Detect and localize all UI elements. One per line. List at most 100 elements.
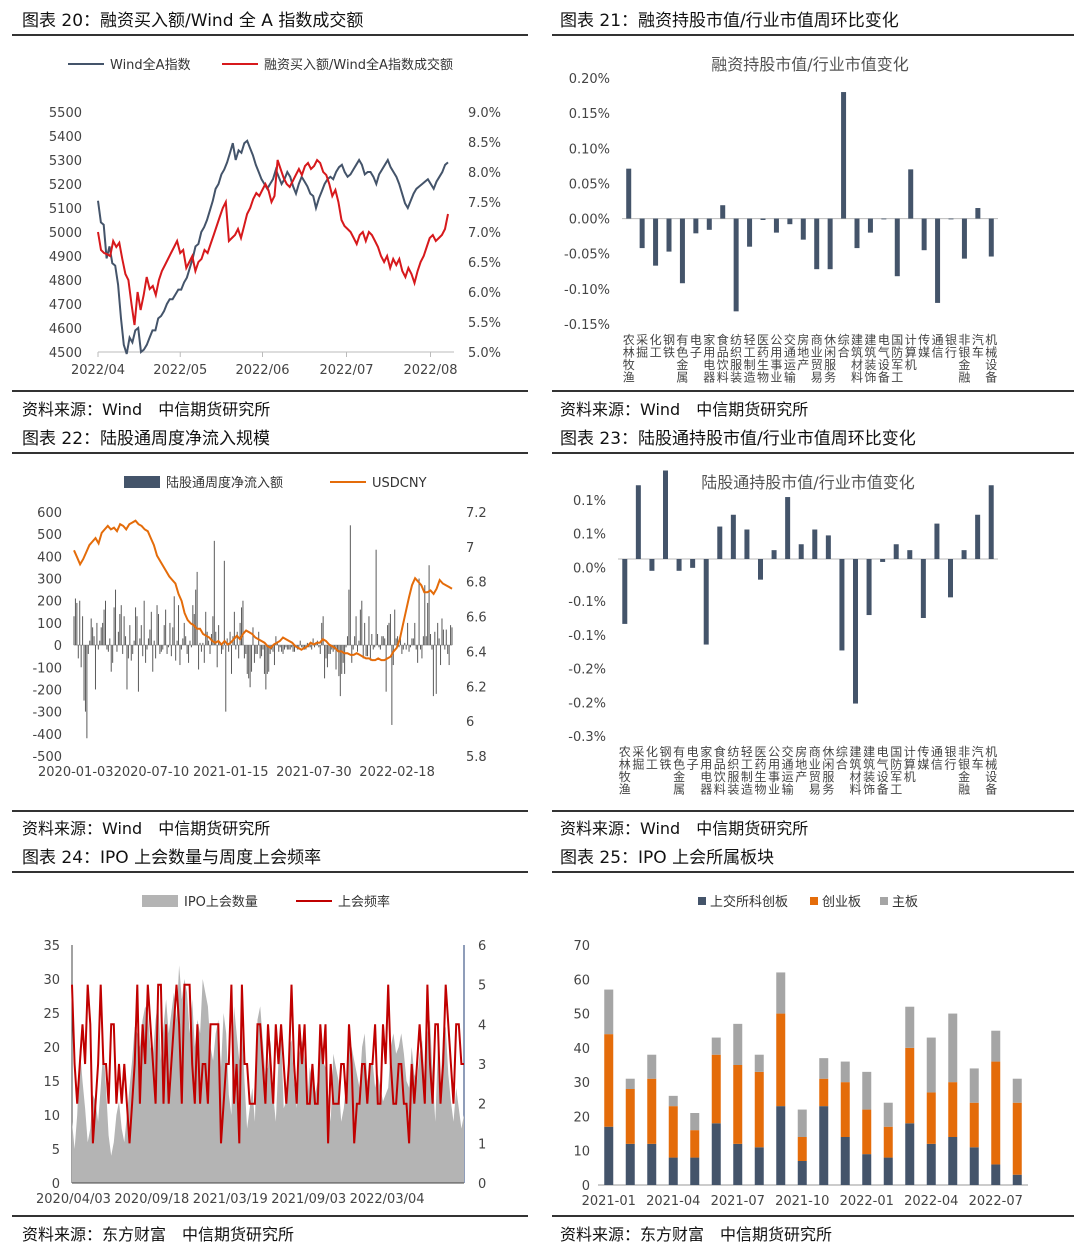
fig25-bar-segment-0 bbox=[1012, 1174, 1022, 1185]
fig21-category-label: 食 bbox=[717, 332, 729, 347]
fig25-legend-1-label: 创业板 bbox=[822, 895, 861, 910]
fig21-category-label: 设 bbox=[878, 358, 890, 372]
fig22-legend-usdcny-label: USDCNY bbox=[372, 476, 427, 491]
fig23-bar bbox=[798, 544, 804, 559]
fig23-category-label: 算 bbox=[904, 757, 916, 772]
fig21-category-label: 电 bbox=[703, 358, 715, 372]
fig21-chart-title: 融资持股市值/行业市值变化 bbox=[711, 55, 908, 74]
fig23-category-label: 休 bbox=[822, 745, 834, 759]
fig21-category-label: 备 bbox=[985, 371, 997, 385]
fig23-category-label: 贸 bbox=[809, 770, 821, 784]
fig21-category-label: 计 bbox=[905, 333, 917, 347]
fig25-bar-segment-2 bbox=[862, 1071, 872, 1110]
fig25-bar-segment-1 bbox=[711, 1054, 721, 1124]
fig21-category-label: 交 bbox=[784, 332, 796, 347]
fig23-category-label: 工 bbox=[741, 758, 753, 772]
fig24-legend-count-label: IPO上会数量 bbox=[184, 895, 258, 910]
fig23-category-label: 防 bbox=[890, 757, 902, 772]
fig21-bar bbox=[935, 218, 941, 303]
fig23-category-label: 运 bbox=[782, 770, 794, 784]
fig20-top-rule bbox=[12, 34, 528, 36]
fig20-y-right-tick: 6.0% bbox=[468, 286, 501, 301]
fig21-category-label: 商 bbox=[811, 332, 823, 347]
fig24-y-right-tick: 0 bbox=[478, 1177, 486, 1192]
fig25-bar-segment-0 bbox=[797, 1161, 807, 1185]
fig21-category-label: 材 bbox=[851, 358, 863, 372]
fig21-bar bbox=[747, 218, 753, 247]
fig23-category-label: 气 bbox=[877, 757, 889, 772]
fig25-y-tick: 50 bbox=[573, 1008, 590, 1023]
fig25-y-tick: 10 bbox=[573, 1145, 590, 1160]
fig22-y-right-tick: 5.8 bbox=[466, 750, 487, 765]
fig23-category-label: 地 bbox=[795, 758, 807, 772]
fig23-bar bbox=[988, 485, 994, 559]
fig23-category-label: 有 bbox=[673, 745, 685, 759]
fig21-bar bbox=[948, 218, 954, 220]
fig20-y-left-tick: 5500 bbox=[49, 106, 82, 121]
fig21-y-tick: 0.15% bbox=[569, 107, 610, 122]
fig21-bar bbox=[814, 218, 820, 270]
fig23-category-label: 饮 bbox=[714, 770, 726, 784]
fig24-y-right-tick: 4 bbox=[478, 1018, 486, 1033]
fig23-category-label: 医 bbox=[754, 745, 766, 759]
fig22-y-left-tick: -400 bbox=[32, 728, 62, 743]
fig23-y-tick: 0.0% bbox=[573, 561, 606, 576]
fig25-bar-segment-2 bbox=[969, 1068, 979, 1103]
fig21-y-tick: 0.20% bbox=[569, 72, 610, 87]
fig23-category-label: 产 bbox=[795, 770, 807, 784]
fig23-bar bbox=[663, 470, 668, 559]
fig23-category-label: 用 bbox=[700, 758, 712, 772]
fig25-bar-segment-0 bbox=[926, 1143, 936, 1185]
fig25-bar-segment-1 bbox=[819, 1078, 829, 1107]
fig25-bar-segment-1 bbox=[840, 1082, 850, 1137]
fig21-y-tick: 0.10% bbox=[569, 142, 610, 157]
fig21-category-label: 服 bbox=[824, 358, 836, 372]
fig21-category-label: 料 bbox=[717, 371, 729, 385]
fig25-bottom-rule bbox=[552, 1215, 1074, 1217]
fig23-category-label: 器 bbox=[700, 783, 712, 797]
fig21-category-label: 房 bbox=[797, 332, 809, 347]
fig23-category-label: 药 bbox=[754, 758, 766, 772]
fig24-y-right-tick: 1 bbox=[478, 1137, 486, 1152]
fig25-bar-segment-1 bbox=[948, 1082, 958, 1137]
fig20-series-ratio-line bbox=[97, 158, 449, 326]
fig25-bar-segment-2 bbox=[668, 1095, 678, 1107]
fig25-y-tick: 0 bbox=[582, 1179, 590, 1194]
fig23-category-label: 采 bbox=[632, 745, 644, 759]
fig22-y-left-tick: 300 bbox=[37, 573, 62, 588]
fig25-bar-segment-1 bbox=[862, 1109, 872, 1155]
fig24-source: 资料来源：东方财富 中信期货研究所 bbox=[22, 1225, 295, 1244]
fig23-category-label: 农 bbox=[619, 745, 631, 759]
fig20-y-right-tick: 5.0% bbox=[468, 346, 501, 361]
fig23-chart-title: 陆股通持股市值/行业市值变化 bbox=[701, 473, 914, 492]
fig25-bar-segment-0 bbox=[604, 1126, 614, 1185]
fig21-top-rule bbox=[552, 34, 1074, 36]
fig23-bar bbox=[785, 497, 791, 559]
fig23-bar bbox=[758, 559, 763, 580]
fig23-category-label: 饰 bbox=[863, 783, 875, 797]
fig23-y-tick: -0.1% bbox=[568, 629, 606, 644]
fig21-category-label: 银 bbox=[958, 346, 970, 360]
fig23-bar bbox=[961, 550, 967, 559]
fig22-y-left-tick: -500 bbox=[32, 750, 62, 765]
fig25-legend-2-swatch bbox=[880, 897, 888, 905]
fig23-category-label: 化 bbox=[646, 745, 658, 759]
fig20-y-right-tick: 9.0% bbox=[468, 106, 501, 121]
fig23-category-label: 物 bbox=[754, 783, 766, 797]
fig21-category-label: 银 bbox=[945, 333, 957, 347]
fig23-category-label: 务 bbox=[822, 782, 834, 797]
fig23-category-label: 公 bbox=[768, 745, 780, 759]
fig24-x-tick: 2020/04/03 bbox=[36, 1192, 111, 1207]
fig25-bar-segment-1 bbox=[883, 1126, 893, 1158]
fig21-bar bbox=[881, 218, 887, 220]
fig20-series-index-line bbox=[97, 139, 449, 355]
fig23-bar bbox=[690, 559, 696, 568]
fig21-category-label: 机 bbox=[905, 358, 917, 372]
fig21-category-label: 业 bbox=[770, 371, 782, 385]
fig20-y-left-tick: 4800 bbox=[49, 274, 82, 289]
fig22-y-left-tick: 600 bbox=[37, 506, 62, 521]
fig25-bar-segment-2 bbox=[604, 989, 614, 1035]
fig23-bottom-rule bbox=[552, 810, 1074, 812]
fig23-category-label: 装 bbox=[863, 770, 875, 784]
fig23-category-label: 汽 bbox=[972, 744, 984, 759]
